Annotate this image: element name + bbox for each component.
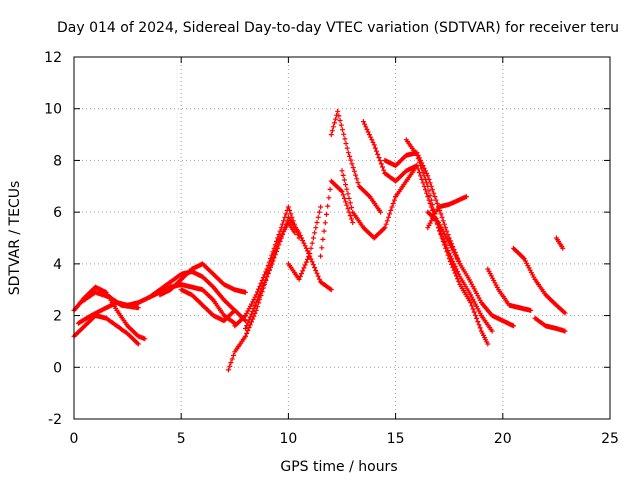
series-trace-k — [285, 204, 324, 282]
data-point-markers — [360, 119, 420, 184]
data-point-markers — [232, 204, 302, 329]
x-tick-label: 0 — [70, 431, 79, 447]
data-point-markers — [425, 194, 469, 231]
axis-ticks: 0 5 10 15 20 25 -2 0 2 4 6 8 10 12 — [44, 50, 619, 447]
series-trace-x — [553, 235, 566, 251]
data-point-markers — [553, 235, 566, 251]
data-point-markers — [318, 178, 356, 259]
series-trace-m — [328, 108, 384, 215]
series-trace-o — [360, 119, 420, 184]
grid-lines — [74, 57, 610, 419]
data-point-markers — [485, 266, 534, 313]
series-trace-i — [232, 204, 302, 329]
data-point-markers — [339, 168, 399, 241]
series-trace-n — [339, 168, 399, 241]
series-trace-w — [532, 315, 568, 334]
data-point-markers — [328, 108, 384, 215]
series-trace-f — [157, 261, 248, 298]
data-point-markers — [157, 261, 248, 298]
y-axis-label: SDTVAR / TECUs — [7, 181, 23, 296]
data-point-markers — [243, 214, 334, 331]
x-tick-label: 5 — [177, 431, 186, 447]
x-tick-label: 15 — [387, 431, 405, 447]
x-tick-label: 25 — [601, 431, 619, 447]
series-trace-t — [425, 194, 469, 231]
data-point-markers — [71, 284, 148, 342]
y-tick-label: 10 — [44, 102, 62, 118]
y-tick-label: 8 — [53, 153, 62, 169]
data-points — [71, 108, 568, 373]
data-point-markers — [511, 245, 568, 316]
series-trace-v — [511, 245, 568, 316]
y-tick-label: 2 — [53, 309, 62, 325]
series-trace-r — [403, 137, 491, 347]
series-trace-l — [318, 178, 356, 259]
data-point-markers — [285, 204, 324, 282]
y-tick-label: -2 — [48, 412, 62, 428]
y-tick-label: 6 — [53, 205, 62, 221]
y-tick-label: 12 — [44, 50, 62, 66]
data-point-markers — [532, 315, 568, 334]
x-tick-label: 10 — [279, 431, 297, 447]
data-point-markers — [425, 209, 516, 329]
series-trace-j — [243, 214, 334, 331]
series-trace-d — [77, 289, 141, 311]
data-point-markers — [178, 287, 238, 324]
x-axis-label: GPS time / hours — [280, 459, 397, 475]
chart-title: Day 014 of 2024, Sidereal Day-to-day VTE… — [57, 20, 619, 36]
data-point-markers — [77, 289, 141, 311]
series-trace-h — [225, 220, 298, 373]
data-point-markers — [225, 220, 298, 373]
y-tick-label: 4 — [53, 257, 62, 273]
series-trace-u — [485, 266, 534, 313]
plot-frame — [73, 56, 611, 420]
series-trace-g — [178, 287, 238, 324]
x-tick-label: 20 — [494, 431, 512, 447]
data-point-markers — [403, 137, 491, 347]
y-tick-label: 0 — [53, 360, 62, 376]
series-trace-s — [425, 209, 516, 329]
series-trace-a — [71, 284, 148, 342]
